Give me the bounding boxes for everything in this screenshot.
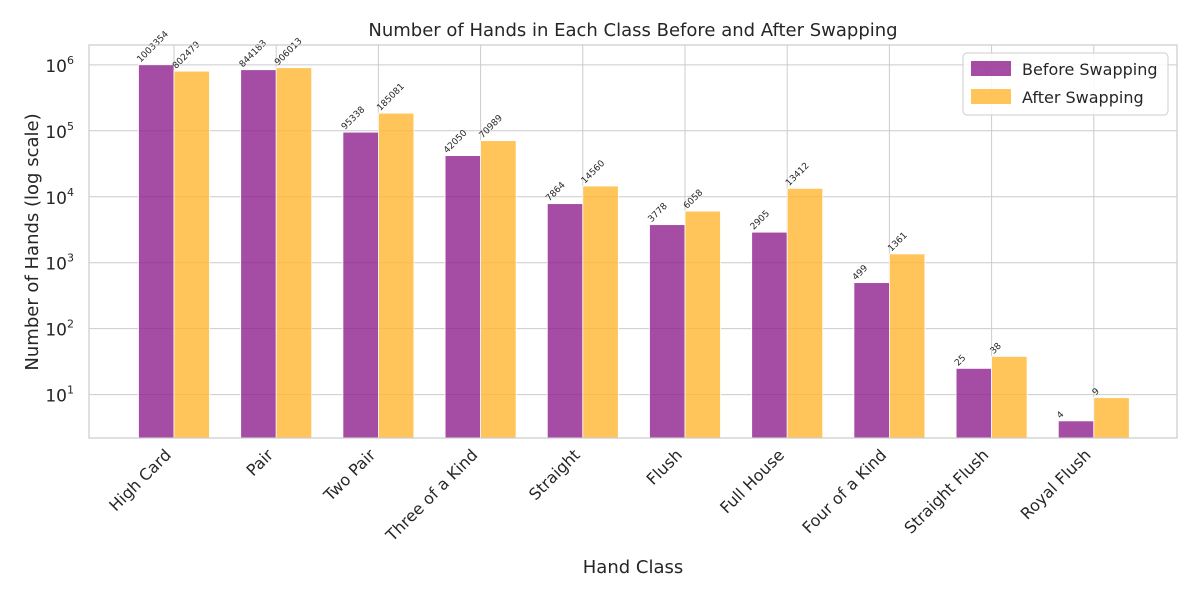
bar-before-8 [955,367,992,439]
bar-label-after-2: 185081 [375,82,406,113]
bar-before-4 [546,203,584,439]
bar-before-1 [240,69,277,439]
x-tick-label-5: Flush [643,445,686,488]
y-tick-label: 105 [45,120,74,143]
bar-label-before-2: 95338 [340,105,368,133]
legend-box [962,52,1169,116]
bar-label-after-7: 1361 [886,231,909,254]
bar-before-3 [444,155,482,439]
bar-label-after-6: 13412 [784,161,811,188]
bar-before-6 [751,231,788,439]
bar-label-before-8: 25 [953,353,968,368]
y-tick-label: 104 [45,186,74,209]
bar-after-2 [377,112,415,439]
bar-label-before-7: 499 [851,263,870,282]
bar-after-0 [173,70,210,439]
legend: Before Swapping After Swapping [962,52,1169,116]
bar-after-4 [582,185,619,439]
legend-label-before: Before Swapping [1022,60,1158,79]
bar-before-0 [138,64,175,439]
y-tick-label: 103 [45,252,74,275]
y-tick-label: 101 [45,384,74,407]
x-axis-ticks: High Card Pair Two Pair Three of a Kind Stra… [105,445,1094,545]
y-axis-ticks: 101 102 103 104 105 106 [45,54,74,407]
x-tick-label-8: Straight Flush [900,445,992,537]
bar-before-9 [1057,420,1095,439]
x-tick-label-1: Pair [243,445,278,480]
x-axis-label: Hand Class [583,557,683,578]
y-axis-label: Number of Hands (log scale) [22,113,43,370]
bar-label-before-4: 7864 [544,180,567,203]
y-tick-label: 106 [45,54,74,77]
chart-title: Number of Hands in Each Class Before and… [368,20,897,41]
bar-label-before-9: 4 [1055,410,1066,421]
bar-after-1 [275,67,313,439]
bar-after-8 [991,355,1028,439]
legend-label-after: After Swapping [1022,88,1144,107]
bar-label-before-5: 3778 [647,201,670,224]
bar-after-7 [889,253,926,439]
legend-swatch-after [971,89,1011,104]
x-tick-label-6: Full House [716,445,788,517]
plot-frame [88,44,1178,439]
bar-after-3 [480,140,517,439]
bar-label-before-6: 2905 [749,209,772,232]
bar-label-before-0: 1003354 [136,29,172,65]
bar-label-before-3: 42050 [442,128,470,156]
bar-label-after-9: 9 [1091,386,1102,397]
bar-after-9 [1093,397,1130,439]
bar-label-after-4: 14560 [580,159,608,187]
y-tick-label: 102 [45,318,74,341]
x-tick-label-4: Straight [525,445,584,504]
legend-swatch-before [971,61,1011,76]
bar-after-6 [786,187,824,439]
x-tick-label-7: Four of a Kind [798,445,890,537]
bars [138,64,1130,439]
bar-before-2 [342,131,379,439]
x-tick-label-9: Royal Flush [1017,445,1095,523]
bar-label-after-1: 906013 [273,36,304,67]
x-tick-label-2: Two Pair [319,445,379,505]
bar-after-5 [684,210,721,439]
bar-before-5 [649,224,686,439]
bar-label-after-8: 38 [989,341,1004,356]
bar-before-7 [853,282,890,439]
bar-label-after-3: 70989 [478,113,506,141]
bar-label-after-5: 6058 [682,188,705,211]
x-tick-label-0: High Card [105,445,175,515]
x-tick-label-3: Three of a Kind [381,445,481,545]
